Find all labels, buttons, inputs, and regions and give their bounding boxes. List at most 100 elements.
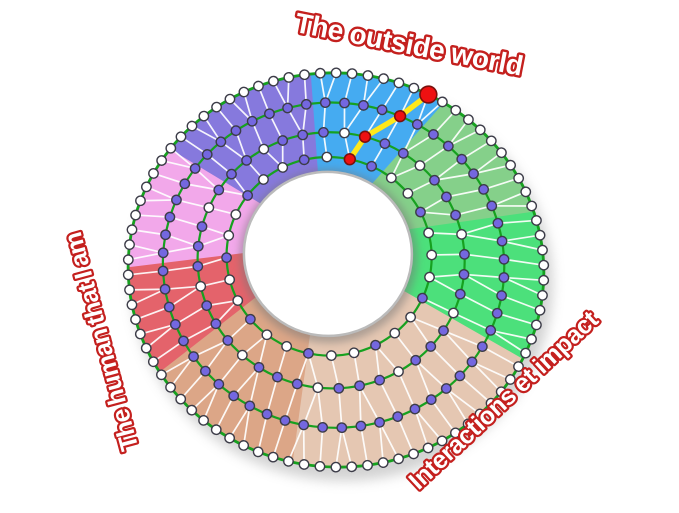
node[interactable] — [297, 129, 309, 141]
node[interactable] — [450, 209, 461, 221]
node[interactable] — [165, 142, 177, 154]
node[interactable] — [526, 333, 537, 345]
node[interactable] — [223, 230, 235, 241]
node[interactable] — [428, 129, 439, 140]
node[interactable] — [466, 356, 478, 368]
node[interactable] — [300, 98, 312, 110]
sector-green-bright[interactable] — [393, 194, 552, 360]
node[interactable] — [160, 229, 171, 241]
node[interactable] — [298, 459, 310, 470]
node[interactable] — [163, 301, 175, 313]
node[interactable] — [224, 93, 236, 105]
node[interactable] — [279, 415, 291, 426]
node[interactable] — [246, 115, 258, 127]
node[interactable] — [258, 143, 270, 155]
node[interactable] — [378, 73, 389, 85]
node[interactable] — [474, 124, 486, 136]
node[interactable] — [393, 366, 404, 377]
node[interactable] — [486, 200, 498, 212]
node[interactable] — [496, 235, 508, 247]
node[interactable] — [171, 194, 182, 206]
node[interactable] — [147, 356, 159, 368]
node[interactable] — [126, 299, 138, 311]
node[interactable] — [405, 311, 417, 323]
node[interactable] — [389, 327, 401, 339]
node[interactable] — [140, 342, 152, 354]
node[interactable] — [456, 228, 467, 240]
node[interactable] — [393, 453, 404, 465]
node[interactable] — [238, 440, 250, 451]
node[interactable] — [156, 155, 168, 166]
node[interactable] — [272, 371, 283, 383]
node[interactable] — [201, 300, 213, 312]
node[interactable] — [426, 249, 438, 261]
node[interactable] — [474, 408, 486, 420]
node[interactable] — [496, 290, 508, 301]
node[interactable] — [491, 307, 503, 319]
node[interactable] — [462, 418, 474, 430]
node[interactable] — [211, 101, 222, 113]
node[interactable] — [534, 229, 546, 241]
node[interactable] — [318, 126, 329, 138]
node[interactable] — [226, 168, 237, 180]
node[interactable] — [230, 125, 242, 137]
node[interactable] — [440, 383, 452, 394]
node[interactable] — [409, 403, 421, 415]
node[interactable] — [333, 382, 345, 394]
node[interactable] — [124, 284, 135, 296]
node[interactable] — [312, 382, 324, 394]
node[interactable] — [538, 274, 550, 286]
node[interactable] — [130, 314, 141, 325]
node[interactable] — [201, 149, 213, 160]
node[interactable] — [222, 335, 234, 346]
node[interactable] — [130, 209, 142, 221]
node[interactable] — [366, 160, 378, 172]
node[interactable] — [189, 163, 201, 174]
node[interactable] — [134, 328, 146, 340]
node[interactable] — [242, 190, 254, 201]
node[interactable] — [458, 269, 470, 280]
node[interactable] — [362, 70, 374, 81]
node[interactable] — [339, 127, 350, 139]
node[interactable] — [415, 206, 426, 218]
node[interactable] — [376, 104, 388, 116]
node[interactable] — [148, 168, 159, 179]
node[interactable] — [282, 102, 293, 114]
node[interactable] — [267, 451, 279, 463]
node[interactable] — [179, 178, 191, 190]
node[interactable] — [436, 96, 448, 108]
node[interactable] — [513, 172, 525, 184]
node[interactable] — [354, 380, 365, 392]
node[interactable] — [336, 422, 348, 434]
node[interactable] — [436, 435, 448, 447]
node[interactable] — [478, 183, 490, 195]
node[interactable] — [531, 215, 542, 226]
node[interactable] — [422, 442, 434, 454]
node[interactable] — [122, 254, 134, 266]
node[interactable] — [314, 461, 326, 472]
node[interactable] — [370, 339, 381, 351]
node[interactable] — [417, 292, 428, 304]
node[interactable] — [252, 446, 264, 458]
node[interactable] — [456, 153, 468, 165]
node[interactable] — [215, 136, 227, 148]
node[interactable] — [169, 319, 181, 330]
node[interactable] — [261, 408, 273, 420]
node[interactable] — [454, 288, 466, 300]
node[interactable] — [379, 138, 391, 150]
node[interactable] — [261, 329, 273, 341]
node[interactable] — [450, 104, 462, 116]
node[interactable] — [283, 72, 295, 83]
node[interactable] — [346, 461, 358, 473]
node[interactable] — [385, 172, 397, 184]
node[interactable] — [429, 174, 440, 186]
node[interactable] — [124, 239, 135, 251]
node[interactable] — [504, 374, 516, 385]
node[interactable] — [485, 397, 497, 409]
node[interactable] — [408, 448, 419, 460]
node[interactable] — [175, 131, 187, 143]
node[interactable] — [157, 247, 169, 259]
node[interactable] — [253, 80, 264, 92]
node[interactable] — [122, 269, 134, 281]
node[interactable] — [244, 400, 256, 412]
